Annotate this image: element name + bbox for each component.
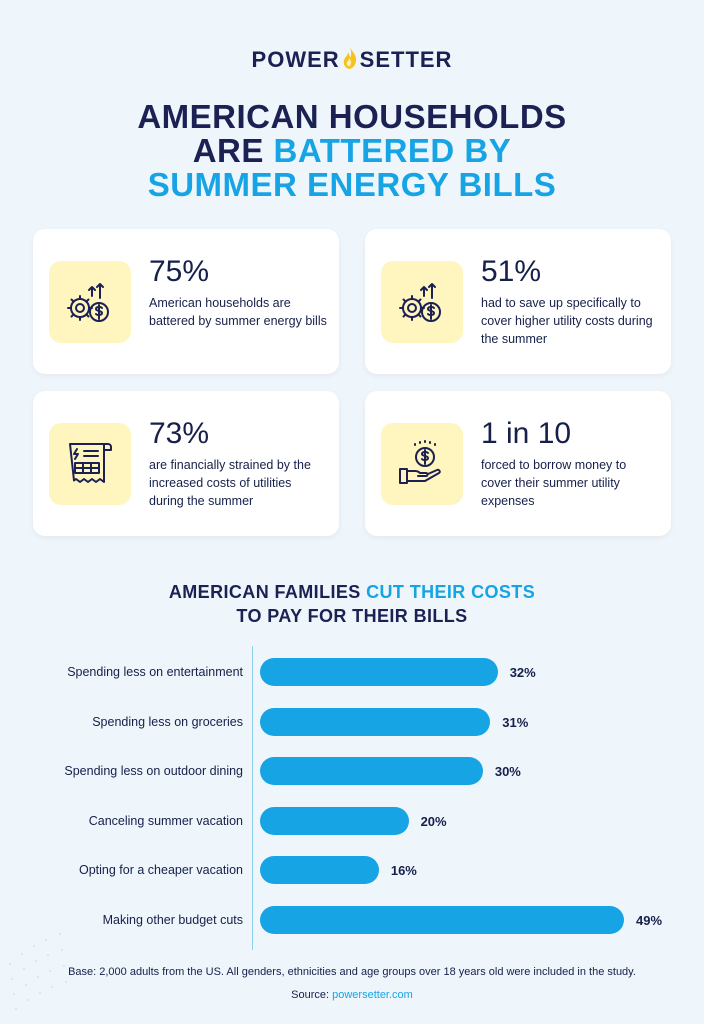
bar-category-label: Canceling summer vacation xyxy=(88,813,243,828)
background-dot-pattern xyxy=(9,933,67,1010)
stat-description: had to save up specifically to cover hig… xyxy=(481,296,653,346)
bar xyxy=(260,757,483,786)
source-label: Source: xyxy=(291,989,333,1001)
stat-description: American households are battered by summ… xyxy=(149,296,327,328)
stat-description: are financially strained by the increase… xyxy=(149,458,311,508)
bar-value-label: 32% xyxy=(509,665,536,680)
chart-title: AMERICAN FAMILIES CUT THEIR COSTS TO PAY… xyxy=(0,580,704,628)
stat-value: 73% xyxy=(149,417,210,450)
stat-card-households-battered: 75% American households are battered by … xyxy=(33,229,339,374)
bar-value-label: 20% xyxy=(420,813,447,829)
bar-value-label: 30% xyxy=(494,764,521,780)
stat-icon-box xyxy=(381,423,463,505)
stat-value: 1 in 10 xyxy=(481,417,572,450)
bar xyxy=(260,707,491,736)
bar-category-label: Opting for a cheaper vacation xyxy=(79,863,243,878)
chart-title-line-1: AMERICAN FAMILIES CUT THEIR COSTS xyxy=(0,580,704,604)
chart-axis-line xyxy=(252,646,253,950)
utility-bill-icon xyxy=(69,443,112,483)
chart-title-blue: CUT THEIR COSTS xyxy=(366,582,536,602)
stat-card-financially-strained: 73% are financially strained by the incr… xyxy=(33,391,339,536)
hand-coin-icon xyxy=(399,440,441,484)
bar-category-label: Making other budget cuts xyxy=(102,913,243,927)
title-line-2: ARE BATTERED BY xyxy=(0,134,704,168)
stat-value: 75% xyxy=(149,255,210,288)
bar xyxy=(260,658,498,686)
title-line-2-dark: ARE xyxy=(192,132,274,169)
stat-icon-box xyxy=(49,423,131,505)
stat-description: forced to borrow money to cover their su… xyxy=(481,458,627,508)
study-base-note: Base: 2,000 adults from the US. All gend… xyxy=(68,966,636,978)
bar-value-label: 16% xyxy=(390,863,417,879)
bar-value-label: 31% xyxy=(502,714,529,730)
stat-card-saved-up: 51% had to save up specifically to cover… xyxy=(365,229,671,374)
gear-dollar-icon xyxy=(399,283,441,322)
bar-category-label: Spending less on groceries xyxy=(92,714,243,729)
logo-text-left: POWER xyxy=(251,47,340,72)
bar-category-label: Spending less on outdoor dining xyxy=(64,764,243,779)
stat-card-borrow-money: 1 in 10 forced to borrow money to cover … xyxy=(365,391,671,536)
stat-value: 51% xyxy=(481,255,542,288)
chart-title-line-2: TO PAY FOR THEIR BILLS xyxy=(236,606,468,626)
bar-category-label: Spending less on entertainment xyxy=(67,665,243,679)
logo-text-right: SETTER xyxy=(359,47,453,72)
title-line-2-blue: BATTERED BY xyxy=(273,132,512,169)
page-title: AMERICAN HOUSEHOLDS ARE BATTERED BY SUMM… xyxy=(0,100,704,202)
stat-icon-box xyxy=(381,261,463,343)
chart-title-dark: AMERICAN FAMILIES xyxy=(168,582,367,602)
bar xyxy=(260,906,624,934)
flame-icon xyxy=(343,47,356,69)
title-line-1: AMERICAN HOUSEHOLDS xyxy=(137,98,567,135)
gear-dollar-icon xyxy=(67,283,109,322)
bar xyxy=(260,806,409,835)
source-line: Source: powersetter.com xyxy=(0,989,704,1001)
source-link[interactable]: powersetter.com xyxy=(332,989,413,1001)
stat-icon-box xyxy=(49,261,131,343)
brand-logo: POWER SETTER xyxy=(0,46,704,73)
bar-value-label: 49% xyxy=(636,913,663,928)
bar xyxy=(260,856,379,885)
title-line-3: SUMMER ENERGY BILLS xyxy=(147,166,557,203)
